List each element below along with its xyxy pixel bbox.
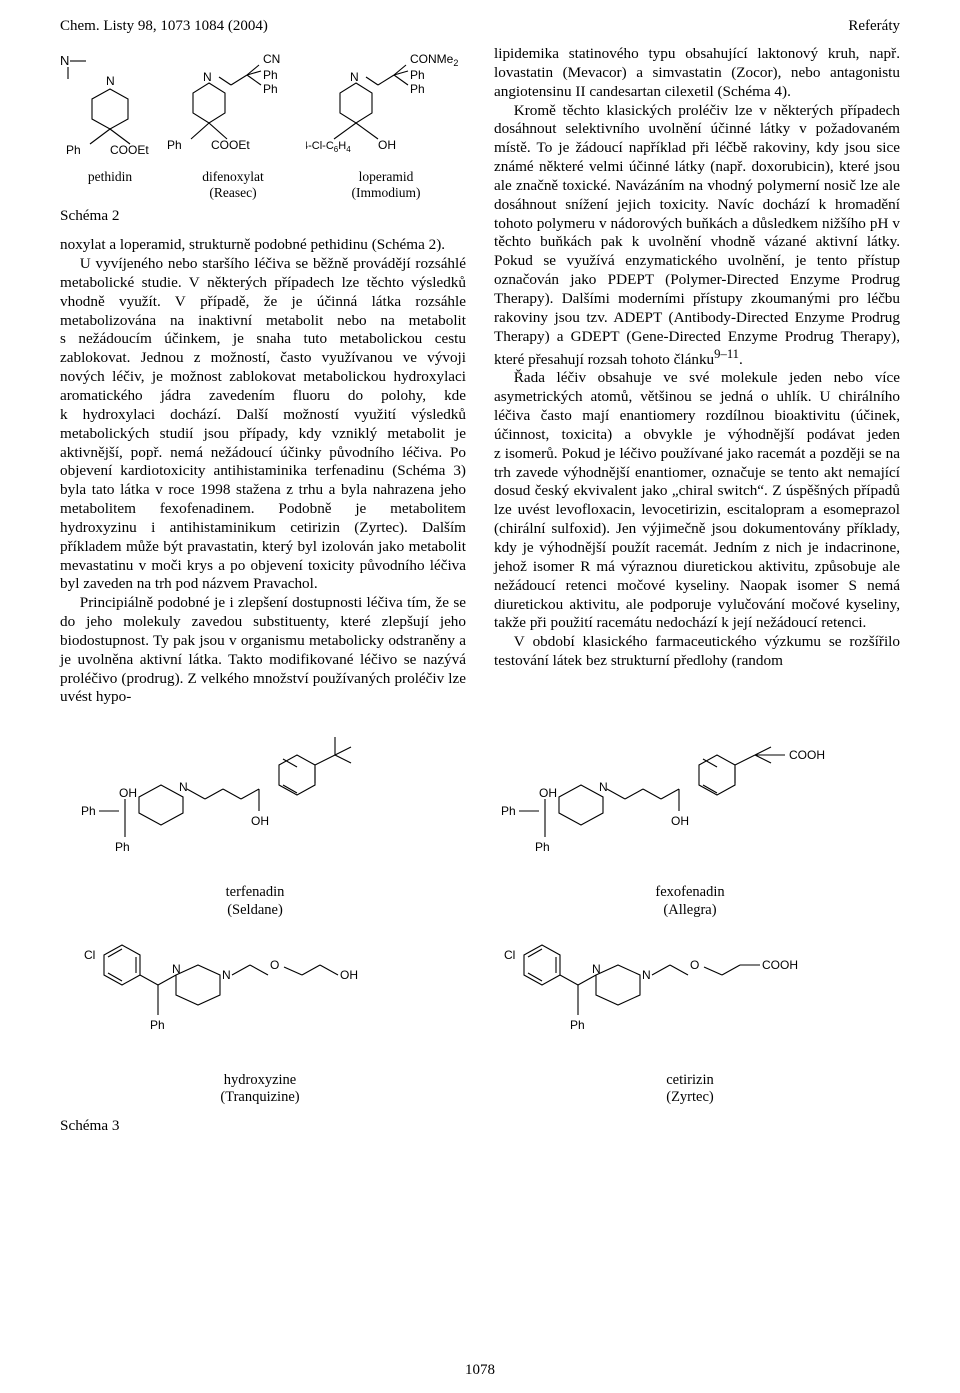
struct-loperamid: CONMe2 Ph Ph N [306, 49, 466, 201]
label-cl: Cl [504, 948, 515, 962]
label-n2: N [642, 968, 651, 982]
label-cooh: COOH [762, 958, 798, 972]
label-oh: OH [378, 138, 396, 152]
label-oh: OH [119, 786, 137, 800]
left-p3: Principiálně podobné je i zlepšení dostu… [60, 594, 466, 707]
label-n2: N [222, 968, 231, 982]
label-ph-bottom: Ph [167, 138, 182, 152]
drug-name: loperamid [306, 169, 466, 185]
loperamid-svg: CONMe2 Ph Ph N [306, 49, 466, 169]
struct-pethidin: N N Ph COOEt pethidin [60, 49, 160, 201]
label-ph: Ph [570, 1018, 585, 1032]
label-arcl-sub2: 4 [346, 145, 351, 154]
right-p3: Řada léčiv obsahuje ve své molekule jede… [494, 369, 900, 633]
running-header: Chem. Listy 98, 1073 1084 (2004) Referát… [60, 18, 900, 35]
drug-name: cetirizin [666, 1072, 714, 1088]
label-n: N [203, 70, 212, 84]
page: Chem. Listy 98, 1073 1084 (2004) Referát… [0, 0, 960, 1393]
label-ph1: Ph [263, 68, 278, 82]
struct-terfenadin: Ph OH Ph N [75, 727, 435, 919]
struct-fexofenadin: Ph OH Ph N OH [495, 727, 885, 919]
scheme3-row1: Ph OH Ph N [60, 727, 900, 919]
drug-paren: (Allegra) [663, 902, 716, 918]
label-cooh: COOH [789, 748, 825, 762]
page-number: 1078 [0, 1362, 960, 1379]
label-o: O [270, 958, 279, 972]
hydroxyzine-svg: Cl Ph N N [80, 925, 440, 1065]
pethidin-svg: N N Ph COOEt [60, 49, 160, 169]
scheme2-caption: Schéma 2 [60, 207, 466, 226]
label-ph: Ph [501, 804, 516, 818]
label-arcl-b: H [338, 140, 346, 152]
label-n: N [599, 780, 608, 794]
drug-name: hydroxyzine [224, 1072, 296, 1088]
label-n: N [179, 780, 188, 794]
label-o: O [690, 958, 699, 972]
right-p4: V období klasického farmaceutického výzk… [494, 633, 900, 671]
left-p2: U vyvíjeného nebo staršího léčiva se běž… [60, 255, 466, 594]
drug-paren: (Tranquizine) [220, 1089, 299, 1105]
label-conme-sub: 2 [453, 58, 458, 68]
terfenadin-svg: Ph OH Ph N [75, 727, 435, 877]
left-p1: noxylat a loperamid, strukturně podobné … [60, 236, 466, 255]
label-cooet: COOEt [110, 143, 149, 157]
two-column-body: N N Ph COOEt pethidin [60, 45, 900, 707]
drug-name: terfenadin [226, 884, 285, 900]
right-p2: Kromě těchto klasických proléčiv lze v n… [494, 102, 900, 370]
scheme3-row2: Cl Ph N N [60, 925, 900, 1107]
drug-paren: (Reasec) [163, 185, 303, 201]
label-cooet: COOEt [211, 138, 250, 152]
left-column: N N Ph COOEt pethidin [60, 45, 466, 707]
label-ph: Ph [150, 1018, 165, 1032]
right-p2-tail: . [739, 351, 743, 368]
difenoxylat-svg: CN Ph Ph N [163, 49, 303, 169]
svg-text:N: N [106, 74, 115, 88]
label-ph2: Ph [115, 840, 130, 854]
label-n: N [350, 70, 359, 84]
label-ph2: Ph [263, 82, 278, 96]
drug-paren: (Immodium) [306, 185, 466, 201]
label-ph2: Ph [535, 840, 550, 854]
struct-difenoxylat: CN Ph Ph N [163, 49, 303, 201]
struct-hydroxyzine: Cl Ph N N [80, 925, 440, 1107]
header-right: Referáty [848, 18, 900, 35]
label-oh2: OH [671, 814, 689, 828]
svg-text:4-Cl-C6H4: 4-Cl-C6H4 [306, 140, 351, 154]
svg-text:CONMe2: CONMe2 [410, 52, 458, 68]
scheme2-structures: N N Ph COOEt pethidin [60, 49, 466, 201]
right-p2-body: Kromě těchto klasických proléčiv lze v n… [494, 102, 900, 368]
label-n1: N [592, 962, 601, 976]
label-cn: CN [263, 52, 280, 66]
header-left: Chem. Listy 98, 1073 1084 (2004) [60, 18, 268, 35]
drug-name: pethidin [60, 169, 160, 185]
label-oh2: OH [251, 814, 269, 828]
right-column: lipidemika statinového typu obsahující l… [494, 45, 900, 707]
struct-cetirizin: Cl Ph N N O [500, 925, 880, 1107]
drug-name: fexofenadin [655, 884, 724, 900]
right-p1: lipidemika statinového typu obsahující l… [494, 45, 900, 102]
label-conme: CONMe [410, 52, 454, 66]
label-oh: OH [340, 968, 358, 982]
label-n1: N [172, 962, 181, 976]
drug-paren: (Seldane) [227, 902, 283, 918]
label-ph: Ph [81, 804, 96, 818]
fexofenadin-svg: Ph OH Ph N OH [495, 727, 885, 877]
drug-paren: (Zyrtec) [666, 1089, 714, 1105]
label-oh: OH [539, 786, 557, 800]
label-ph1: Ph [410, 68, 425, 82]
label-arcl-a: 4-Cl-C [306, 140, 334, 152]
label-cl: Cl [84, 948, 95, 962]
label-ph: Ph [66, 143, 81, 157]
cetirizin-svg: Cl Ph N N O [500, 925, 880, 1065]
drug-name: difenoxylat [163, 169, 303, 185]
scheme3-caption: Schéma 3 [60, 1117, 900, 1135]
label-ph2: Ph [410, 82, 425, 96]
right-p2-ref: 9–11 [714, 347, 739, 361]
scheme3: Ph OH Ph N [60, 727, 900, 1135]
label-n: N [60, 53, 69, 68]
